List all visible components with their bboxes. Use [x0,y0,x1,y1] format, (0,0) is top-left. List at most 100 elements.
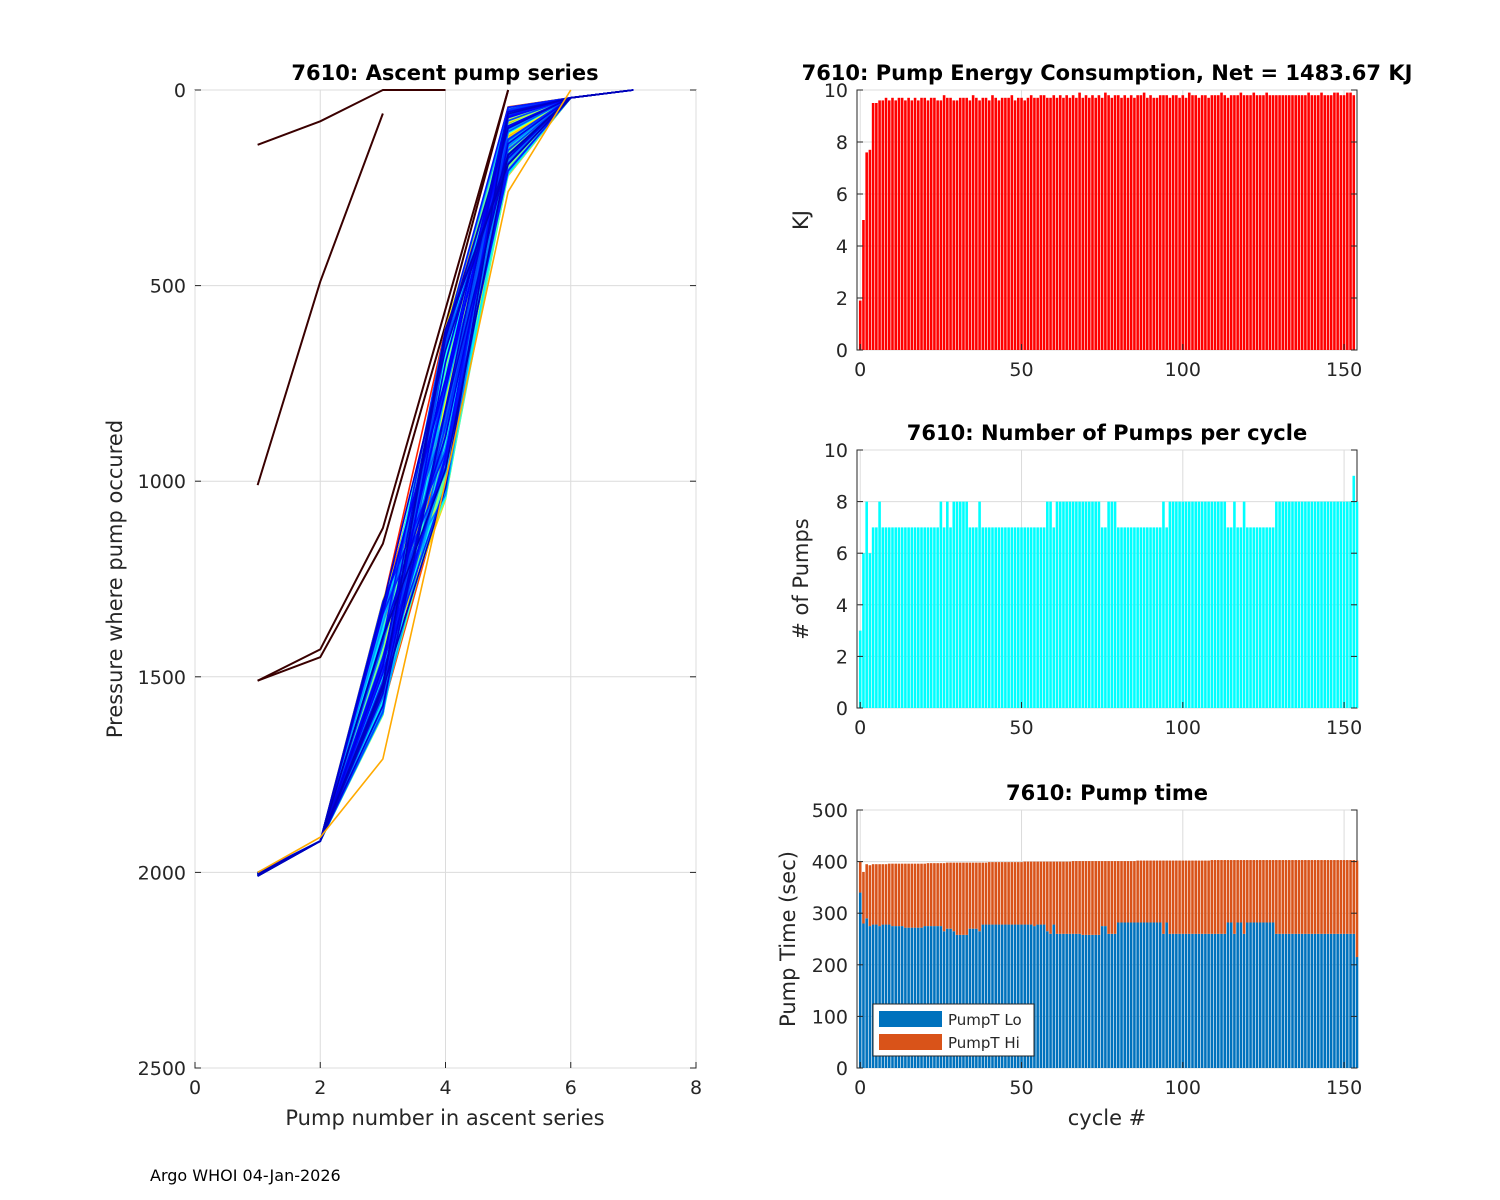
bar [1078,92,1081,350]
bar-pumpt-lo [1204,933,1207,1068]
legend-swatch-pumpt-hi [879,1034,942,1050]
y-tick-label: 500 [150,276,186,298]
bar-pumpt-lo [1210,933,1214,1068]
bar [997,100,1001,351]
ascent-title: 7610: Ascent pump series [291,61,598,85]
bar [962,97,965,350]
bar [949,97,952,350]
bar [1226,527,1230,708]
bar [981,97,985,350]
bar [1278,501,1281,708]
bar-pumpt-lo [1187,933,1191,1068]
bar [1136,527,1139,708]
bar-pumpt-hi [1255,860,1259,923]
bar-pumpt-hi [1010,862,1014,925]
bar [1329,95,1333,350]
bar [917,527,920,708]
bar-pumpt-hi [1097,861,1101,935]
bar [968,527,972,708]
bar [1165,527,1168,708]
bar-pumpt-lo [894,926,897,1068]
bar-pumpt-hi [1239,860,1243,923]
bar-pumpt-lo [1255,922,1259,1068]
bar [1081,97,1085,350]
bar [1333,501,1336,708]
bar [936,100,939,351]
bar-pumpt-hi [946,862,949,929]
bar-pumpt-lo [923,926,927,1068]
bar [975,97,978,350]
bar-pumpt-hi [858,861,862,893]
bar [878,100,881,351]
bar [1058,95,1062,350]
bar-pumpt-hi [955,862,959,935]
bar [1333,92,1336,350]
legend-swatch-pumpt-lo [879,1011,942,1027]
bar [1007,97,1010,350]
bar [1104,92,1107,350]
bar-pumpt-lo [1310,933,1314,1068]
bar-pumpt-hi [1091,861,1094,935]
bar [929,97,933,350]
bar [1010,95,1014,350]
bar-pumpt-lo [1010,924,1014,1068]
bar-pumpt-lo [904,927,907,1068]
bar [1310,95,1314,350]
bar [1265,92,1268,350]
bar-pumpt-hi [1110,861,1114,934]
bar [1291,501,1294,708]
bar [1287,501,1291,708]
bar [865,152,868,350]
bar [991,95,994,350]
bar-pumpt-hi [1297,860,1301,934]
bar-pumpt-lo [1042,924,1046,1068]
bar [933,527,936,708]
bar-pumpt-lo [971,928,975,1068]
bar-pumpt-hi [1146,860,1149,923]
bar-pumpt-lo [1265,922,1268,1068]
bar [1300,501,1304,708]
bar [1342,95,1346,350]
y-tick-label: 1000 [138,471,186,493]
bar [865,501,868,708]
bar-pumpt-hi [1336,860,1339,934]
bar-pumpt-hi [962,862,965,935]
bar [1191,501,1194,708]
bar-pumpt-hi [910,863,914,928]
bar-pumpt-lo [1329,933,1333,1068]
bar-pumpt-hi [1039,861,1043,925]
bar [875,103,878,350]
y-tick-label: 10 [824,80,848,102]
bar [1200,501,1204,708]
bar [1346,92,1349,350]
bar [1104,527,1107,708]
bar-pumpt-hi [1042,861,1046,925]
bar-pumpt-hi [1020,862,1023,925]
bar [1123,95,1127,350]
bar [946,97,949,350]
bar [1271,527,1275,708]
bar-pumpt-hi [1171,860,1175,934]
bar-pumpt-lo [1081,934,1085,1068]
bar-pumpt-lo [1336,933,1339,1068]
bar [987,527,991,708]
bar-pumpt-lo [981,924,985,1068]
bar-pumpt-hi [929,863,933,927]
pump-time-chart: 0 50 100 150 0 100 200 300 400 500 7610: Pump tim… [776,781,1362,1130]
bar [1126,97,1130,350]
bar [1026,97,1030,350]
bar [871,103,875,350]
bar [1252,92,1256,350]
bar [1236,95,1239,350]
bar [1033,97,1036,350]
bar-pumpt-lo [968,928,972,1068]
bar [1139,527,1143,708]
bar [939,501,943,708]
bar-pumpt-hi [1178,860,1181,934]
y-tick-label: 1500 [138,667,186,689]
bar-pumpt-lo [1249,922,1252,1068]
npumps-title: 7610: Number of Pumps per cycle [907,421,1307,445]
bar [858,630,862,708]
bar [875,527,878,708]
bar-pumpt-lo [1287,933,1291,1068]
